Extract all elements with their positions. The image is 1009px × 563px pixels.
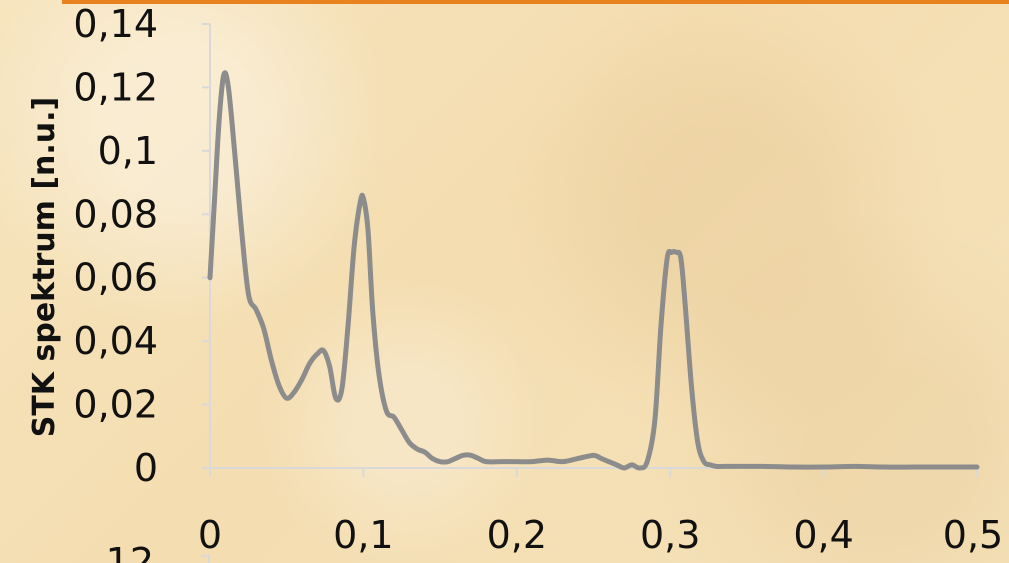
x-tick-label: 0 [198, 513, 222, 557]
y-tick-label: 0,1 [98, 129, 158, 173]
y-tick-label: 0,08 [73, 192, 158, 236]
x-axis-ticks: 0 0,1 0,2 0,3 0,4 0,5 [198, 468, 1003, 557]
x-tick-label: 0,1 [333, 513, 393, 557]
top-orange-rule [62, 0, 1009, 4]
y-tick-label: 0,14 [73, 2, 158, 46]
x-tick-label: 0,4 [793, 513, 853, 557]
x-tick-label: 0,5 [943, 513, 1003, 557]
x-tick-label: 0,2 [487, 513, 547, 557]
y-tick-label: 0,02 [73, 383, 158, 427]
y-tick-label: 0,04 [73, 319, 158, 363]
y-axis-ticks: 0 0,02 0,04 0,06 0,08 0,1 0,12 0,14 [73, 2, 210, 490]
series-line [207, 70, 980, 471]
y-axis-title: STK spektrum [n.u.] [27, 97, 62, 438]
x-tick-label: 0,3 [640, 513, 700, 557]
next-chart-tick-fragment: 12 [106, 540, 154, 563]
y-tick-label: 0 [134, 446, 158, 490]
y-tick-label: 0,12 [73, 65, 158, 109]
y-tick-label: 0,06 [73, 256, 158, 300]
